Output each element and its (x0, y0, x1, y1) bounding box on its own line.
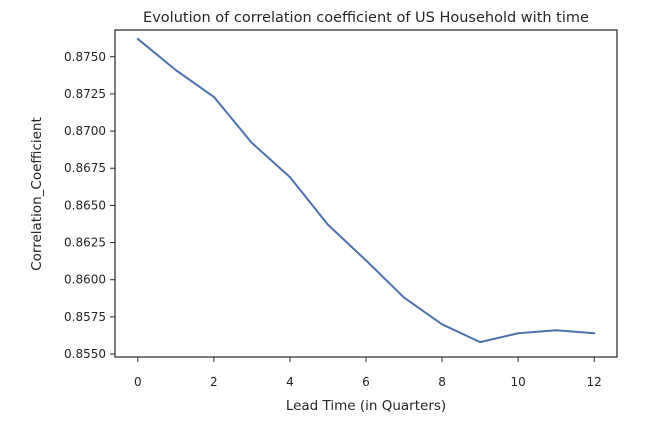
y-tick-label: 0.8625 (64, 236, 106, 250)
x-tick-label: 6 (362, 375, 370, 389)
x-tick-label: 12 (587, 375, 602, 389)
y-tick-label: 0.8750 (64, 50, 106, 64)
y-tick-label: 0.8675 (64, 161, 106, 175)
x-tick-label: 0 (134, 375, 142, 389)
y-tick-label: 0.8575 (64, 310, 106, 324)
plot-frame (114, 29, 618, 358)
y-tick-label: 0.8600 (64, 273, 106, 287)
y-tick-label: 0.8700 (64, 124, 106, 138)
chart-title: Evolution of correlation coefficient of … (143, 10, 589, 26)
series-layer (136, 37, 596, 344)
y-tick-label: 0.8550 (64, 347, 106, 361)
x-axis: 0 2 4 6 8 10 12 (134, 357, 602, 389)
y-axis-label: Correlation_Coefficient (29, 117, 45, 271)
x-tick-label: 4 (286, 375, 294, 389)
x-axis-label: Lead Time (in Quarters) (286, 398, 446, 414)
y-axis: 0.8550 0.8575 0.8600 0.8625 0.8650 0.8675 0.87… (64, 50, 115, 361)
x-tick-label: 8 (438, 375, 446, 389)
x-tick-label: 2 (210, 375, 218, 389)
y-tick-label: 0.8725 (64, 87, 106, 101)
y-tick-label: 0.8650 (64, 198, 106, 212)
x-tick-label: 10 (510, 375, 525, 389)
series-line (136, 37, 596, 344)
